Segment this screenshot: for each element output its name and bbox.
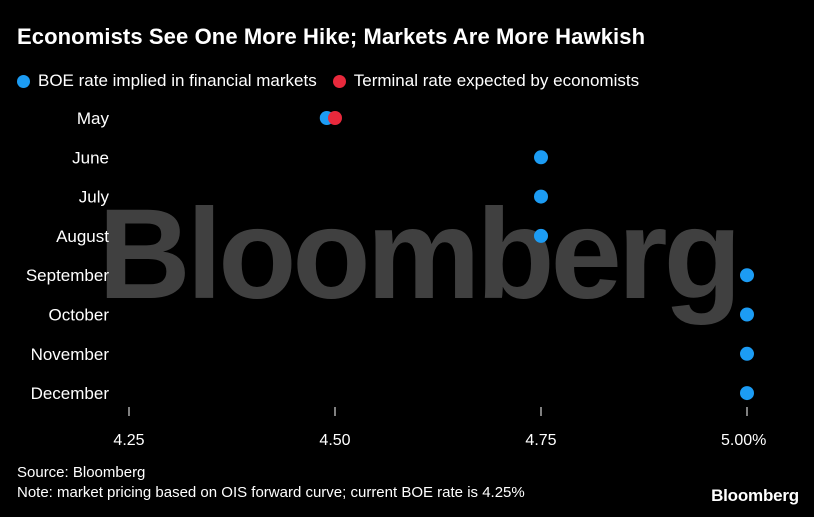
market-rate-point xyxy=(534,150,548,165)
category-label: May xyxy=(77,109,110,128)
category-label: July xyxy=(79,188,110,207)
market-rate-point xyxy=(740,307,754,322)
market-rate-point xyxy=(534,189,548,204)
market-rate-point xyxy=(740,346,754,361)
legend-item-markets: BOE rate implied in financial markets xyxy=(17,71,317,91)
x-tick-label: 4.50 xyxy=(319,432,350,449)
market-rate-point xyxy=(534,228,548,243)
legend-swatch-markets xyxy=(17,74,30,88)
legend-label-economists: Terminal rate expected by economists xyxy=(353,71,640,90)
x-tick-label: 4.75 xyxy=(525,432,556,449)
x-tick-label: 4.25 xyxy=(113,432,144,449)
market-rate-point xyxy=(740,268,754,283)
category-label: November xyxy=(31,345,110,364)
legend-swatch-economists xyxy=(332,74,346,88)
legend-item-economists: Terminal rate expected by economists xyxy=(332,71,640,91)
chart-title: Economists See One More Hike; Markets Ar… xyxy=(17,24,646,49)
source-note: Source: Bloomberg xyxy=(17,464,146,481)
data-points xyxy=(319,111,754,401)
legend: BOE rate implied in financial markets Te… xyxy=(17,71,655,91)
market-rate-point xyxy=(740,386,754,401)
category-labels: May June July August September October Novembe… xyxy=(26,109,110,403)
methodology-note: Note: market pricing based on OIS forwar… xyxy=(17,484,525,501)
watermark-text: Bloomberg xyxy=(98,183,738,326)
category-label: September xyxy=(26,266,109,285)
category-label: June xyxy=(72,148,109,167)
footer: Source: Bloomberg Note: market pricing b… xyxy=(17,463,525,503)
category-label: October xyxy=(49,306,110,325)
category-label: August xyxy=(56,227,109,246)
legend-label-markets: BOE rate implied in financial markets xyxy=(38,71,317,90)
economist-rate-point xyxy=(328,111,342,125)
dot-plot: Bloomberg May June July August September Octo… xyxy=(26,109,767,449)
x-tick-label: 5.00% xyxy=(721,432,766,449)
x-axis: 4.25 4.50 4.75 5.00% xyxy=(113,407,766,449)
category-label: December xyxy=(31,384,110,403)
bloomberg-logo: Bloomberg xyxy=(711,486,799,505)
